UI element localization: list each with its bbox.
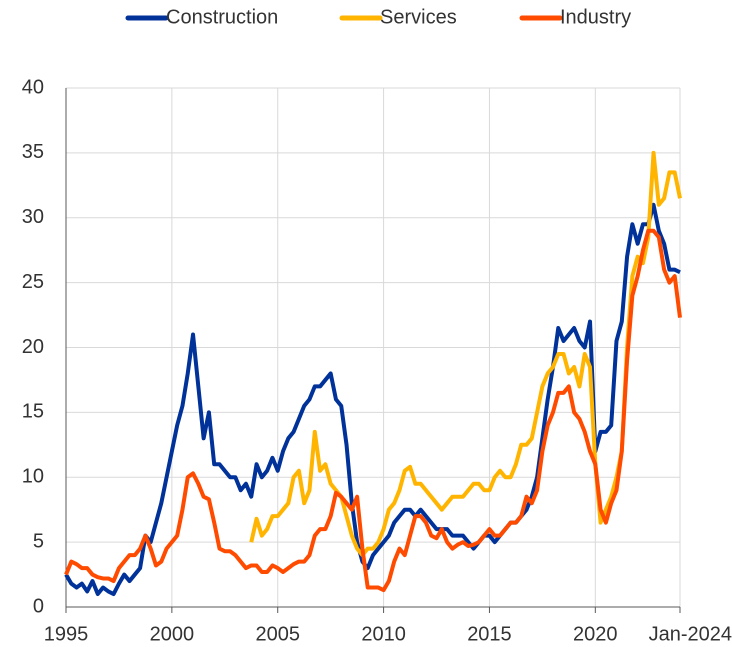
x-tick-label: 2020 (573, 623, 618, 645)
y-tick-label: 40 (22, 76, 44, 98)
series-line (64, 228, 682, 593)
x-tick-label: 2015 (467, 623, 512, 645)
y-tick-label: 10 (22, 466, 44, 488)
x-tick-label: Jan-2024 (649, 623, 732, 645)
legend-label: Construction (166, 6, 278, 28)
legend-label: Industry (560, 6, 631, 28)
legend-label: Services (380, 6, 457, 28)
x-tick-label: 2005 (255, 623, 300, 645)
x-tick-label: 2000 (150, 623, 195, 645)
y-tick-label: 35 (22, 141, 44, 163)
y-tick-label: 25 (22, 271, 44, 293)
series-line (249, 150, 682, 558)
y-tick-label: 5 (33, 530, 44, 552)
y-tick-label: 20 (22, 336, 44, 358)
x-tick-label: 2010 (361, 623, 406, 645)
x-tick-label: 1995 (44, 623, 89, 645)
y-tick-label: 15 (22, 401, 44, 423)
series-line (64, 202, 681, 597)
y-tick-label: 0 (33, 595, 44, 617)
y-tick-label: 30 (22, 206, 44, 228)
